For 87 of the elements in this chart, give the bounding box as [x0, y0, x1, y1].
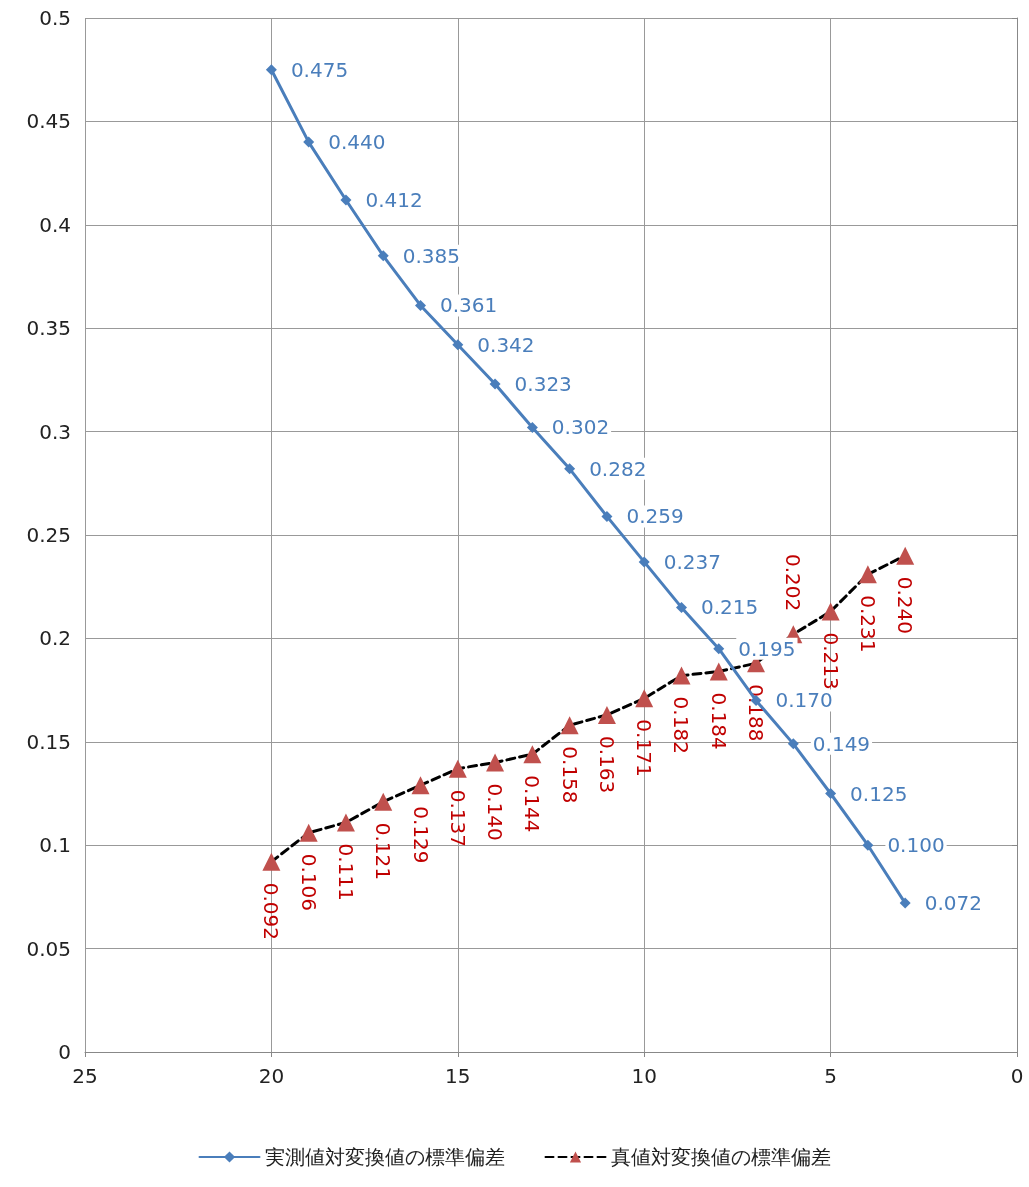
point — [638, 556, 650, 568]
data-label: 0.475 — [290, 57, 349, 82]
point — [448, 759, 467, 778]
data-label: 0.302 — [551, 415, 610, 440]
point — [265, 64, 277, 76]
point — [672, 666, 691, 685]
data-label: 0.215 — [700, 595, 759, 620]
legend-label: 実測値対変換値の標準偏差 — [264, 1145, 505, 1169]
data-label: 0.158 — [557, 746, 582, 804]
y-tick-label: 0.1 — [39, 833, 71, 858]
y-tick-label: 0.05 — [26, 936, 71, 961]
data-label: 0.237 — [663, 549, 721, 574]
data-label: 0.171 — [632, 719, 657, 777]
point — [336, 813, 355, 832]
point — [415, 299, 427, 311]
x-tick-label: 10 — [631, 1064, 657, 1088]
data-label: 0.385 — [402, 243, 461, 268]
y-tick-label: 0.25 — [26, 523, 71, 547]
x-tick-label: 25 — [72, 1064, 98, 1088]
data-label: 0.140 — [483, 783, 508, 841]
point — [340, 194, 352, 206]
point — [821, 602, 840, 621]
point — [374, 792, 393, 811]
point — [825, 788, 837, 799]
data-label: 0.129 — [408, 806, 433, 864]
y-tick-label: 0.15 — [26, 729, 71, 754]
y-tick-label: 0.5 — [39, 6, 71, 30]
point — [601, 510, 613, 522]
point — [787, 738, 799, 750]
legend-label: 真値対変換値の標準偏差 — [610, 1145, 831, 1169]
data-label: 0.100 — [887, 833, 945, 858]
data-label: 0.149 — [812, 731, 871, 756]
data-label: 0.282 — [589, 456, 647, 481]
data-label: 0.240 — [893, 576, 918, 634]
data-label: 0.182 — [669, 696, 694, 754]
data-label: 0.440 — [328, 130, 386, 155]
data-label: 0.121 — [371, 822, 396, 881]
y-tick-label: 0 — [58, 1040, 71, 1064]
data-label: 0.125 — [850, 781, 908, 806]
data-label: 0.202 — [781, 554, 806, 612]
point — [635, 689, 654, 708]
point — [862, 839, 874, 851]
point — [523, 745, 542, 764]
point — [452, 339, 464, 351]
data-label: 0.323 — [514, 372, 572, 397]
data-label: 0.111 — [333, 843, 358, 901]
data-label: 0.137 — [445, 789, 470, 847]
data-label: 0.163 — [594, 735, 619, 794]
y-tick-label: 0.35 — [26, 316, 71, 341]
data-label: 0.231 — [855, 595, 880, 653]
point — [262, 852, 281, 871]
y-tick-label: 0.2 — [39, 626, 71, 651]
data-label: 0.144 — [520, 775, 545, 833]
point — [564, 463, 576, 475]
point — [899, 897, 911, 909]
data-label: 0.342 — [477, 332, 535, 357]
point — [486, 753, 505, 772]
point — [377, 250, 389, 262]
y-tick-label: 0.45 — [26, 109, 71, 134]
data-label: 0.184 — [706, 692, 731, 750]
point — [299, 823, 318, 842]
x-tick-label: 0 — [1010, 1064, 1024, 1088]
x-tick-label: 15 — [445, 1064, 471, 1088]
data-label: 0.259 — [626, 504, 684, 529]
point — [896, 546, 915, 565]
point — [560, 716, 579, 735]
data-label: 0.106 — [296, 853, 321, 912]
point — [411, 776, 430, 795]
y-tick-label: 0.3 — [39, 419, 71, 444]
point — [489, 378, 501, 390]
point — [858, 565, 877, 584]
point — [526, 421, 538, 433]
x-tick-label: 20 — [258, 1064, 285, 1088]
x-tick-label: 5 — [824, 1064, 837, 1088]
data-label: 0.072 — [924, 891, 982, 916]
y-tick-label: 0.4 — [39, 212, 71, 237]
data-label: 0.092 — [259, 882, 284, 941]
data-label: 0.195 — [738, 636, 796, 661]
point — [709, 662, 728, 681]
point — [303, 136, 315, 148]
data-label: 0.170 — [775, 688, 833, 713]
data-label: 0.361 — [440, 293, 498, 318]
point — [597, 705, 616, 724]
point — [713, 643, 725, 655]
data-label: 0.213 — [818, 632, 843, 690]
point — [675, 601, 687, 613]
data-label: 0.412 — [365, 187, 423, 212]
